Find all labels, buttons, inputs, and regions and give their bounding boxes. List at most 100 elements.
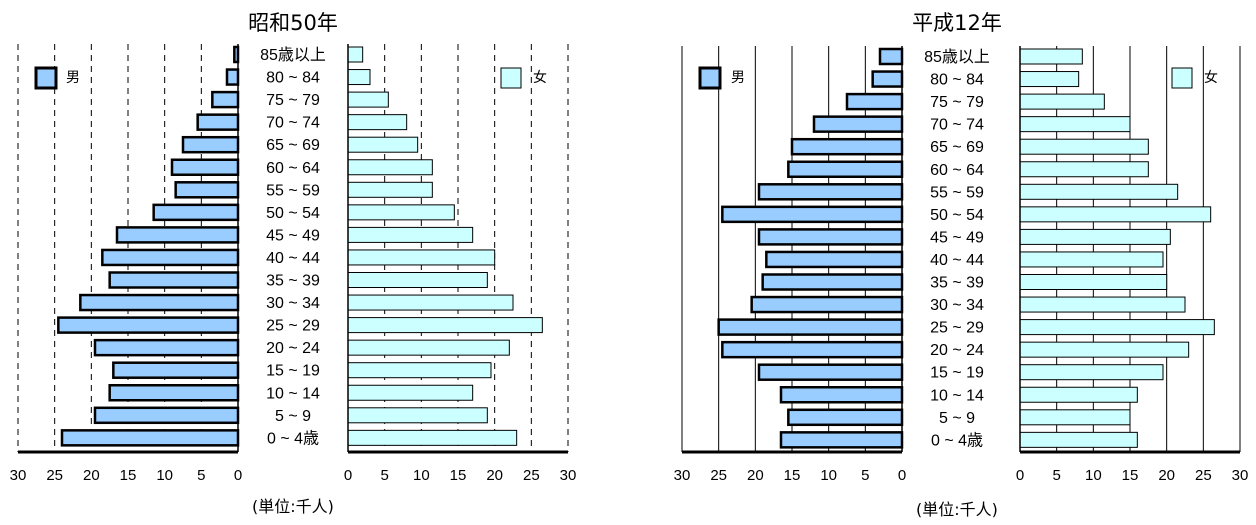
bar-female bbox=[347, 407, 488, 424]
unit-label: (単位:千人) bbox=[916, 500, 998, 519]
bar-male bbox=[225, 68, 240, 86]
bar-male bbox=[779, 386, 904, 404]
age-label: 30 ~ 34 bbox=[930, 297, 984, 314]
bar-male bbox=[115, 226, 240, 244]
tick-label-male: 5 bbox=[197, 467, 205, 484]
bar-male bbox=[93, 406, 240, 425]
chart-title: 平成12年 bbox=[912, 11, 1002, 35]
legend-swatch-female bbox=[500, 67, 522, 89]
age-label: 10 ~ 14 bbox=[930, 387, 984, 404]
bar-male bbox=[112, 361, 240, 379]
bar-female bbox=[1019, 319, 1215, 336]
tick-label-male: 0 bbox=[234, 467, 242, 484]
tick-label-male: 25 bbox=[710, 467, 727, 484]
tick-label-female: 25 bbox=[523, 467, 540, 484]
tick-label-male: 10 bbox=[820, 467, 837, 484]
age-label: 50 ~ 54 bbox=[930, 207, 984, 224]
age-label: 35 ~ 39 bbox=[930, 275, 984, 292]
bar-male bbox=[757, 363, 904, 381]
bar-female bbox=[347, 339, 510, 356]
tick-label-male: 30 bbox=[10, 467, 27, 484]
age-label: 85歳以上 bbox=[260, 46, 326, 64]
bar-female bbox=[1019, 386, 1138, 403]
legend-label-female: 女 bbox=[533, 69, 547, 86]
unit-label: (単位:千人) bbox=[252, 497, 334, 516]
bar-male bbox=[878, 47, 904, 66]
legend-label-male: 男 bbox=[66, 70, 80, 86]
age-label: 25 ~ 29 bbox=[266, 318, 320, 335]
age-label: 20 ~ 24 bbox=[266, 340, 320, 357]
bar-male bbox=[174, 181, 240, 199]
age-label: 40 ~ 44 bbox=[266, 250, 320, 267]
tick-label-male: 30 bbox=[674, 467, 691, 484]
tick-label-female: 30 bbox=[1232, 467, 1249, 484]
bar-female bbox=[347, 226, 474, 243]
age-label: 75 ~ 79 bbox=[266, 92, 320, 109]
bar-male bbox=[779, 431, 904, 449]
bar-male bbox=[757, 228, 904, 246]
bar-male bbox=[170, 158, 240, 176]
age-label: 50 ~ 54 bbox=[266, 205, 320, 222]
bar-female bbox=[1019, 251, 1164, 268]
bar-female bbox=[1019, 116, 1131, 133]
bar-female bbox=[347, 249, 496, 266]
tick-label-female: 10 bbox=[1085, 467, 1102, 484]
legend-label-male: 男 bbox=[731, 70, 745, 86]
bar-male bbox=[152, 203, 240, 222]
age-label: 45 ~ 49 bbox=[266, 227, 320, 244]
legend-swatch-female bbox=[1171, 67, 1193, 89]
tick-label-male: 5 bbox=[861, 467, 869, 484]
age-label: 15 ~ 19 bbox=[930, 365, 984, 382]
bar-female bbox=[1019, 206, 1212, 223]
tick-label-female: 5 bbox=[380, 467, 388, 484]
bar-male bbox=[79, 293, 240, 312]
chart-2: 平成12年 (単位:千人) 男 女 85歳以上 80 ~ 84 75 ~ 79 70 ~ 74… bbox=[674, 11, 1249, 519]
bar-male bbox=[181, 135, 240, 154]
bar-male bbox=[108, 271, 240, 289]
bar-female bbox=[1019, 274, 1168, 290]
bar-female bbox=[1019, 364, 1164, 381]
bar-male bbox=[750, 295, 904, 314]
bar-female bbox=[347, 159, 433, 176]
tick-label-female: 5 bbox=[1052, 467, 1060, 484]
bar-male bbox=[790, 137, 904, 156]
bar-female bbox=[1019, 138, 1149, 155]
age-label: 20 ~ 24 bbox=[930, 342, 984, 359]
bar-female bbox=[347, 317, 543, 334]
age-label: 85歳以上 bbox=[924, 48, 990, 66]
age-label: 80 ~ 84 bbox=[930, 72, 984, 89]
bar-male bbox=[101, 248, 240, 267]
bar-female bbox=[347, 294, 514, 311]
bar-male bbox=[787, 160, 904, 178]
bar-female bbox=[347, 114, 408, 131]
tick-label-male: 20 bbox=[747, 467, 764, 484]
bar-female bbox=[1019, 296, 1186, 313]
tick-label-female: 0 bbox=[344, 467, 352, 484]
age-label: 15 ~ 19 bbox=[266, 363, 320, 380]
bar-male bbox=[721, 340, 904, 359]
legend-swatch-male bbox=[34, 66, 58, 90]
bar-male bbox=[845, 92, 904, 111]
tick-label-female: 10 bbox=[413, 467, 430, 484]
age-label: 80 ~ 84 bbox=[266, 70, 320, 87]
bar-male bbox=[765, 250, 904, 269]
tick-label-female: 0 bbox=[1016, 467, 1024, 484]
age-label: 40 ~ 44 bbox=[930, 252, 984, 269]
tick-label-female: 20 bbox=[486, 467, 503, 484]
age-label: 45 ~ 49 bbox=[930, 229, 984, 246]
bar-female bbox=[347, 272, 488, 288]
bar-female bbox=[347, 91, 389, 108]
age-label: 10 ~ 14 bbox=[266, 385, 320, 402]
bar-female bbox=[1019, 228, 1171, 245]
age-label: 55 ~ 59 bbox=[266, 182, 320, 199]
age-label: 60 ~ 64 bbox=[266, 160, 320, 177]
bar-male bbox=[757, 183, 904, 201]
bar-female bbox=[1019, 409, 1131, 426]
bar-female bbox=[1019, 93, 1105, 110]
age-label: 25 ~ 29 bbox=[930, 320, 984, 337]
bar-male bbox=[57, 316, 240, 334]
age-label: 65 ~ 69 bbox=[266, 137, 320, 154]
chart-1-grid bbox=[17, 44, 569, 452]
tick-label-female: 25 bbox=[1195, 467, 1212, 484]
